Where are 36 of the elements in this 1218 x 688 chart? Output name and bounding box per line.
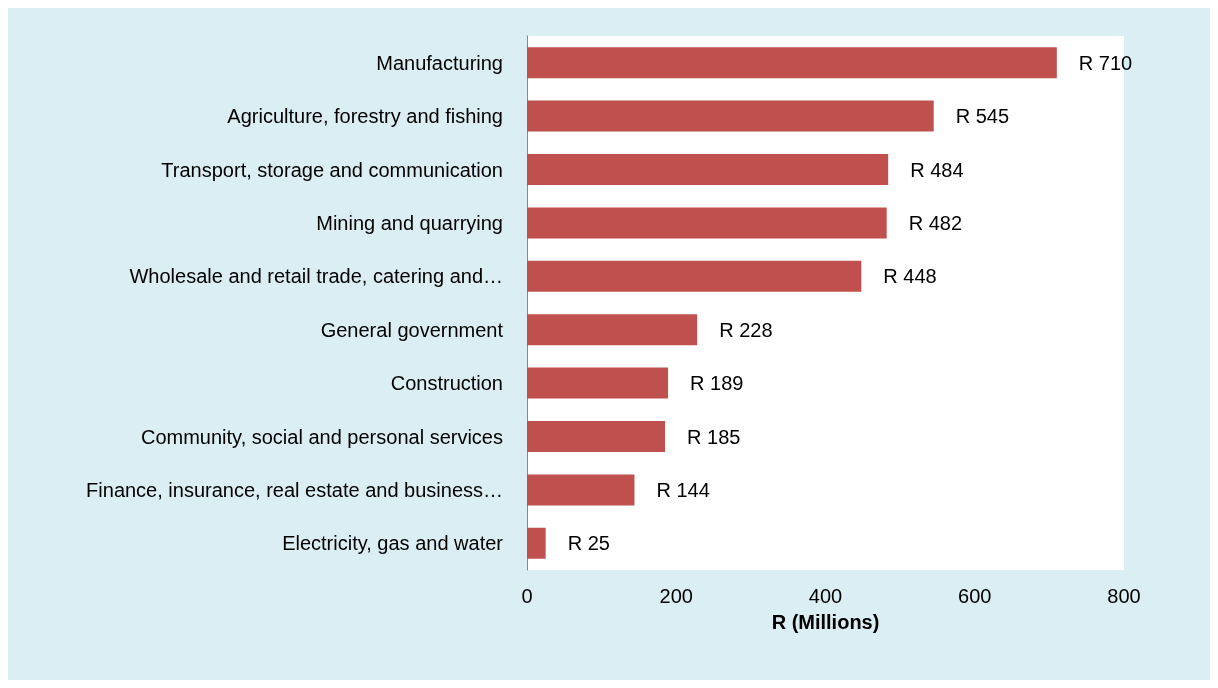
x-tick-label: 600 — [958, 585, 992, 607]
data-label: R 228 — [719, 318, 773, 341]
y-tick-label: Agriculture, forestry and fishing — [227, 105, 503, 128]
y-tick-label: Manufacturing — [376, 51, 503, 74]
x-tick-label: 400 — [808, 585, 843, 607]
y-tick-label: Wholesale and retail trade, catering and… — [129, 265, 503, 288]
x-tick-label: 200 — [659, 585, 693, 607]
x-tick-label: 0 — [521, 585, 533, 607]
data-label: R 448 — [883, 265, 937, 288]
data-label: R 25 — [567, 532, 610, 555]
bar — [527, 260, 862, 292]
y-tick-label: General government — [320, 318, 504, 341]
y-tick-label: Finance, insurance, real estate and business… — [86, 478, 503, 501]
data-label: R 484 — [910, 158, 964, 181]
y-tick-label: Transport, storage and communication — [161, 158, 503, 181]
data-label: R 545 — [955, 105, 1010, 128]
data-label: R 482 — [908, 211, 963, 234]
bar — [527, 421, 666, 452]
bar — [527, 314, 698, 346]
bar — [527, 47, 1057, 79]
bar — [527, 527, 546, 559]
x-axis-title: R (Millions) — [771, 611, 880, 633]
y-tick-label: Construction — [390, 372, 503, 395]
data-label: R 185 — [687, 425, 741, 448]
x-tick-label: 800 — [1107, 585, 1141, 607]
y-tick-label: Mining and quarrying — [316, 211, 503, 234]
data-label: R 710 — [1078, 51, 1133, 74]
bar — [527, 474, 635, 506]
bar — [527, 367, 669, 399]
y-tick-label: Community, social and personal services — [140, 425, 503, 448]
bar — [527, 100, 934, 132]
bar — [527, 154, 889, 185]
data-label: R 144 — [656, 478, 710, 501]
bar — [527, 207, 887, 239]
y-tick-label: Electricity, gas and water — [282, 532, 504, 555]
data-label: R 189 — [690, 372, 744, 395]
